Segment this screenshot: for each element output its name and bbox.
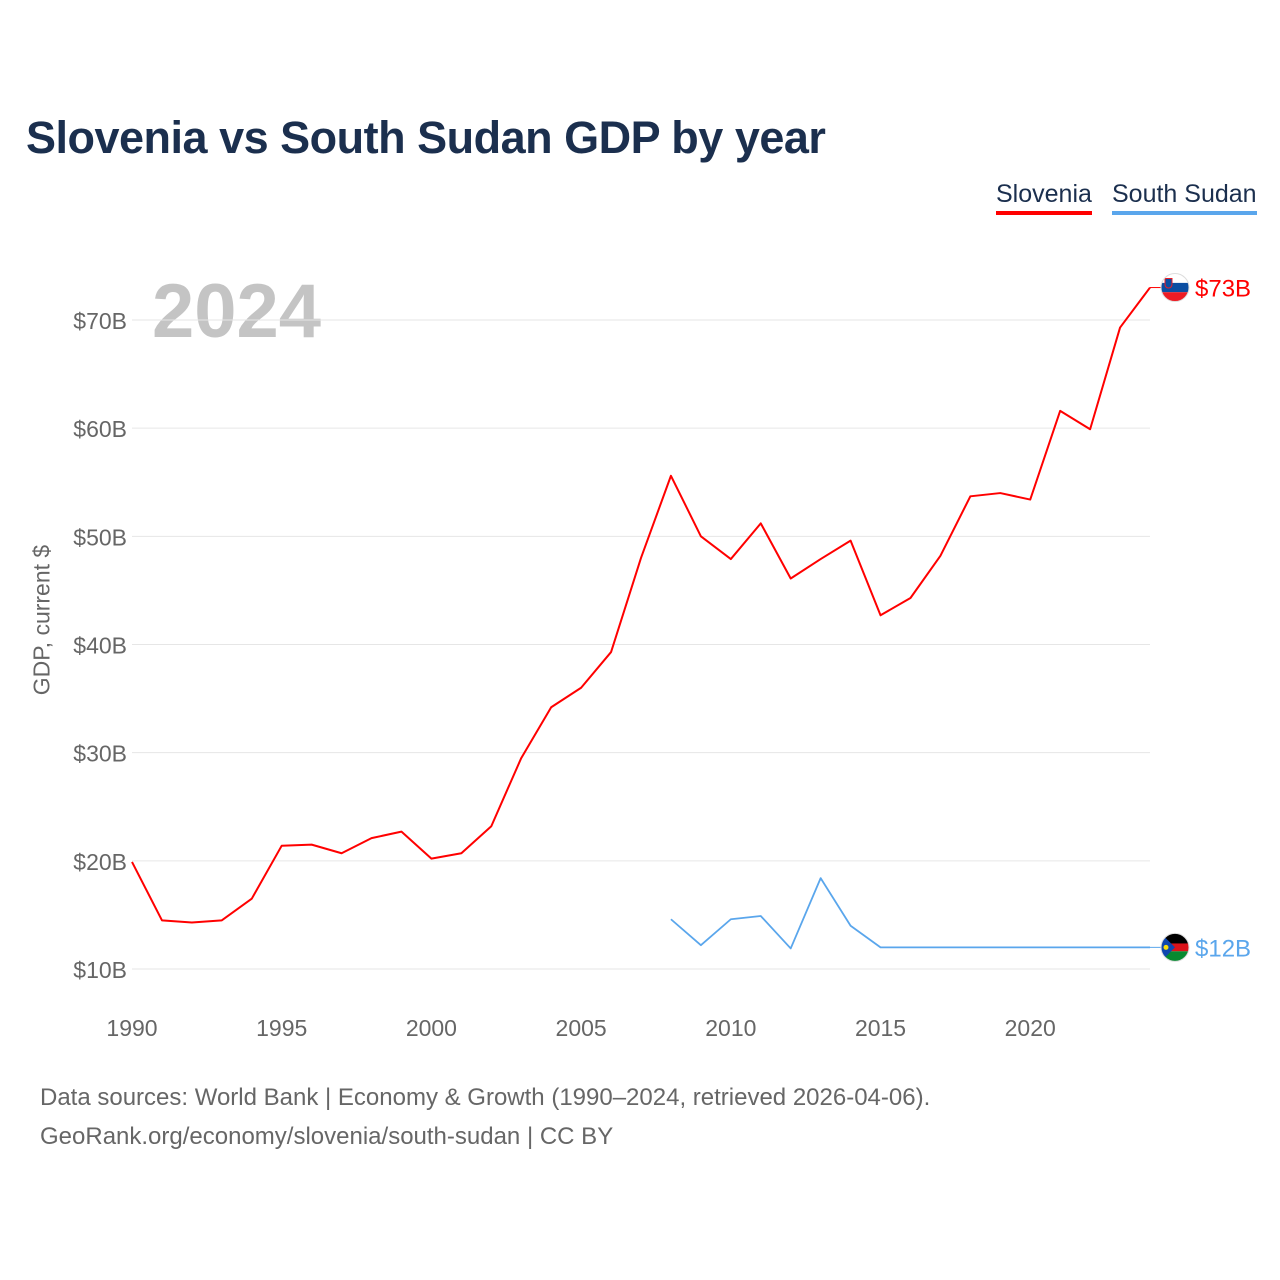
end-label-south-sudan: $12B <box>1195 935 1251 962</box>
end-label-slovenia: $73B <box>1195 276 1251 303</box>
y-tick-label: $50B <box>73 524 127 550</box>
x-tick-label: 1990 <box>106 1015 157 1041</box>
x-tick-label: 1995 <box>256 1015 307 1041</box>
y-tick-label: $20B <box>73 849 127 875</box>
x-tick-label: 2000 <box>406 1015 457 1041</box>
legend-slovenia[interactable]: Slovenia <box>996 180 1092 215</box>
south-sudan-flag-icon <box>1161 933 1189 962</box>
y-tick-label: $60B <box>73 416 127 442</box>
y-tick-label: $10B <box>73 957 127 983</box>
footer-sources: Data sources: World Bank | Economy & Gro… <box>40 1084 931 1111</box>
chart-title: Slovenia vs South Sudan GDP by year <box>26 112 826 163</box>
x-tick-label: 2020 <box>1005 1015 1056 1041</box>
footer-attribution: GeoRank.org/economy/slovenia/south-sudan… <box>40 1123 614 1150</box>
flag-border <box>1160 273 1190 303</box>
series-line-slovenia <box>131 286 1151 924</box>
y-tick-label: $30B <box>73 741 127 767</box>
slovenia-flag-icon <box>1161 273 1189 302</box>
y-tick-label: $40B <box>73 633 127 659</box>
year-label: 2024 <box>152 269 322 354</box>
series-line-south-sudan <box>670 877 1150 950</box>
legend-south-sudan[interactable]: South Sudan <box>1112 180 1257 215</box>
x-tick-label: 2015 <box>855 1015 906 1041</box>
flag-border <box>1160 932 1190 962</box>
x-tick-label: 2005 <box>556 1015 607 1041</box>
y-tick-label: $70B <box>73 308 127 334</box>
x-tick-label: 2010 <box>705 1015 756 1041</box>
